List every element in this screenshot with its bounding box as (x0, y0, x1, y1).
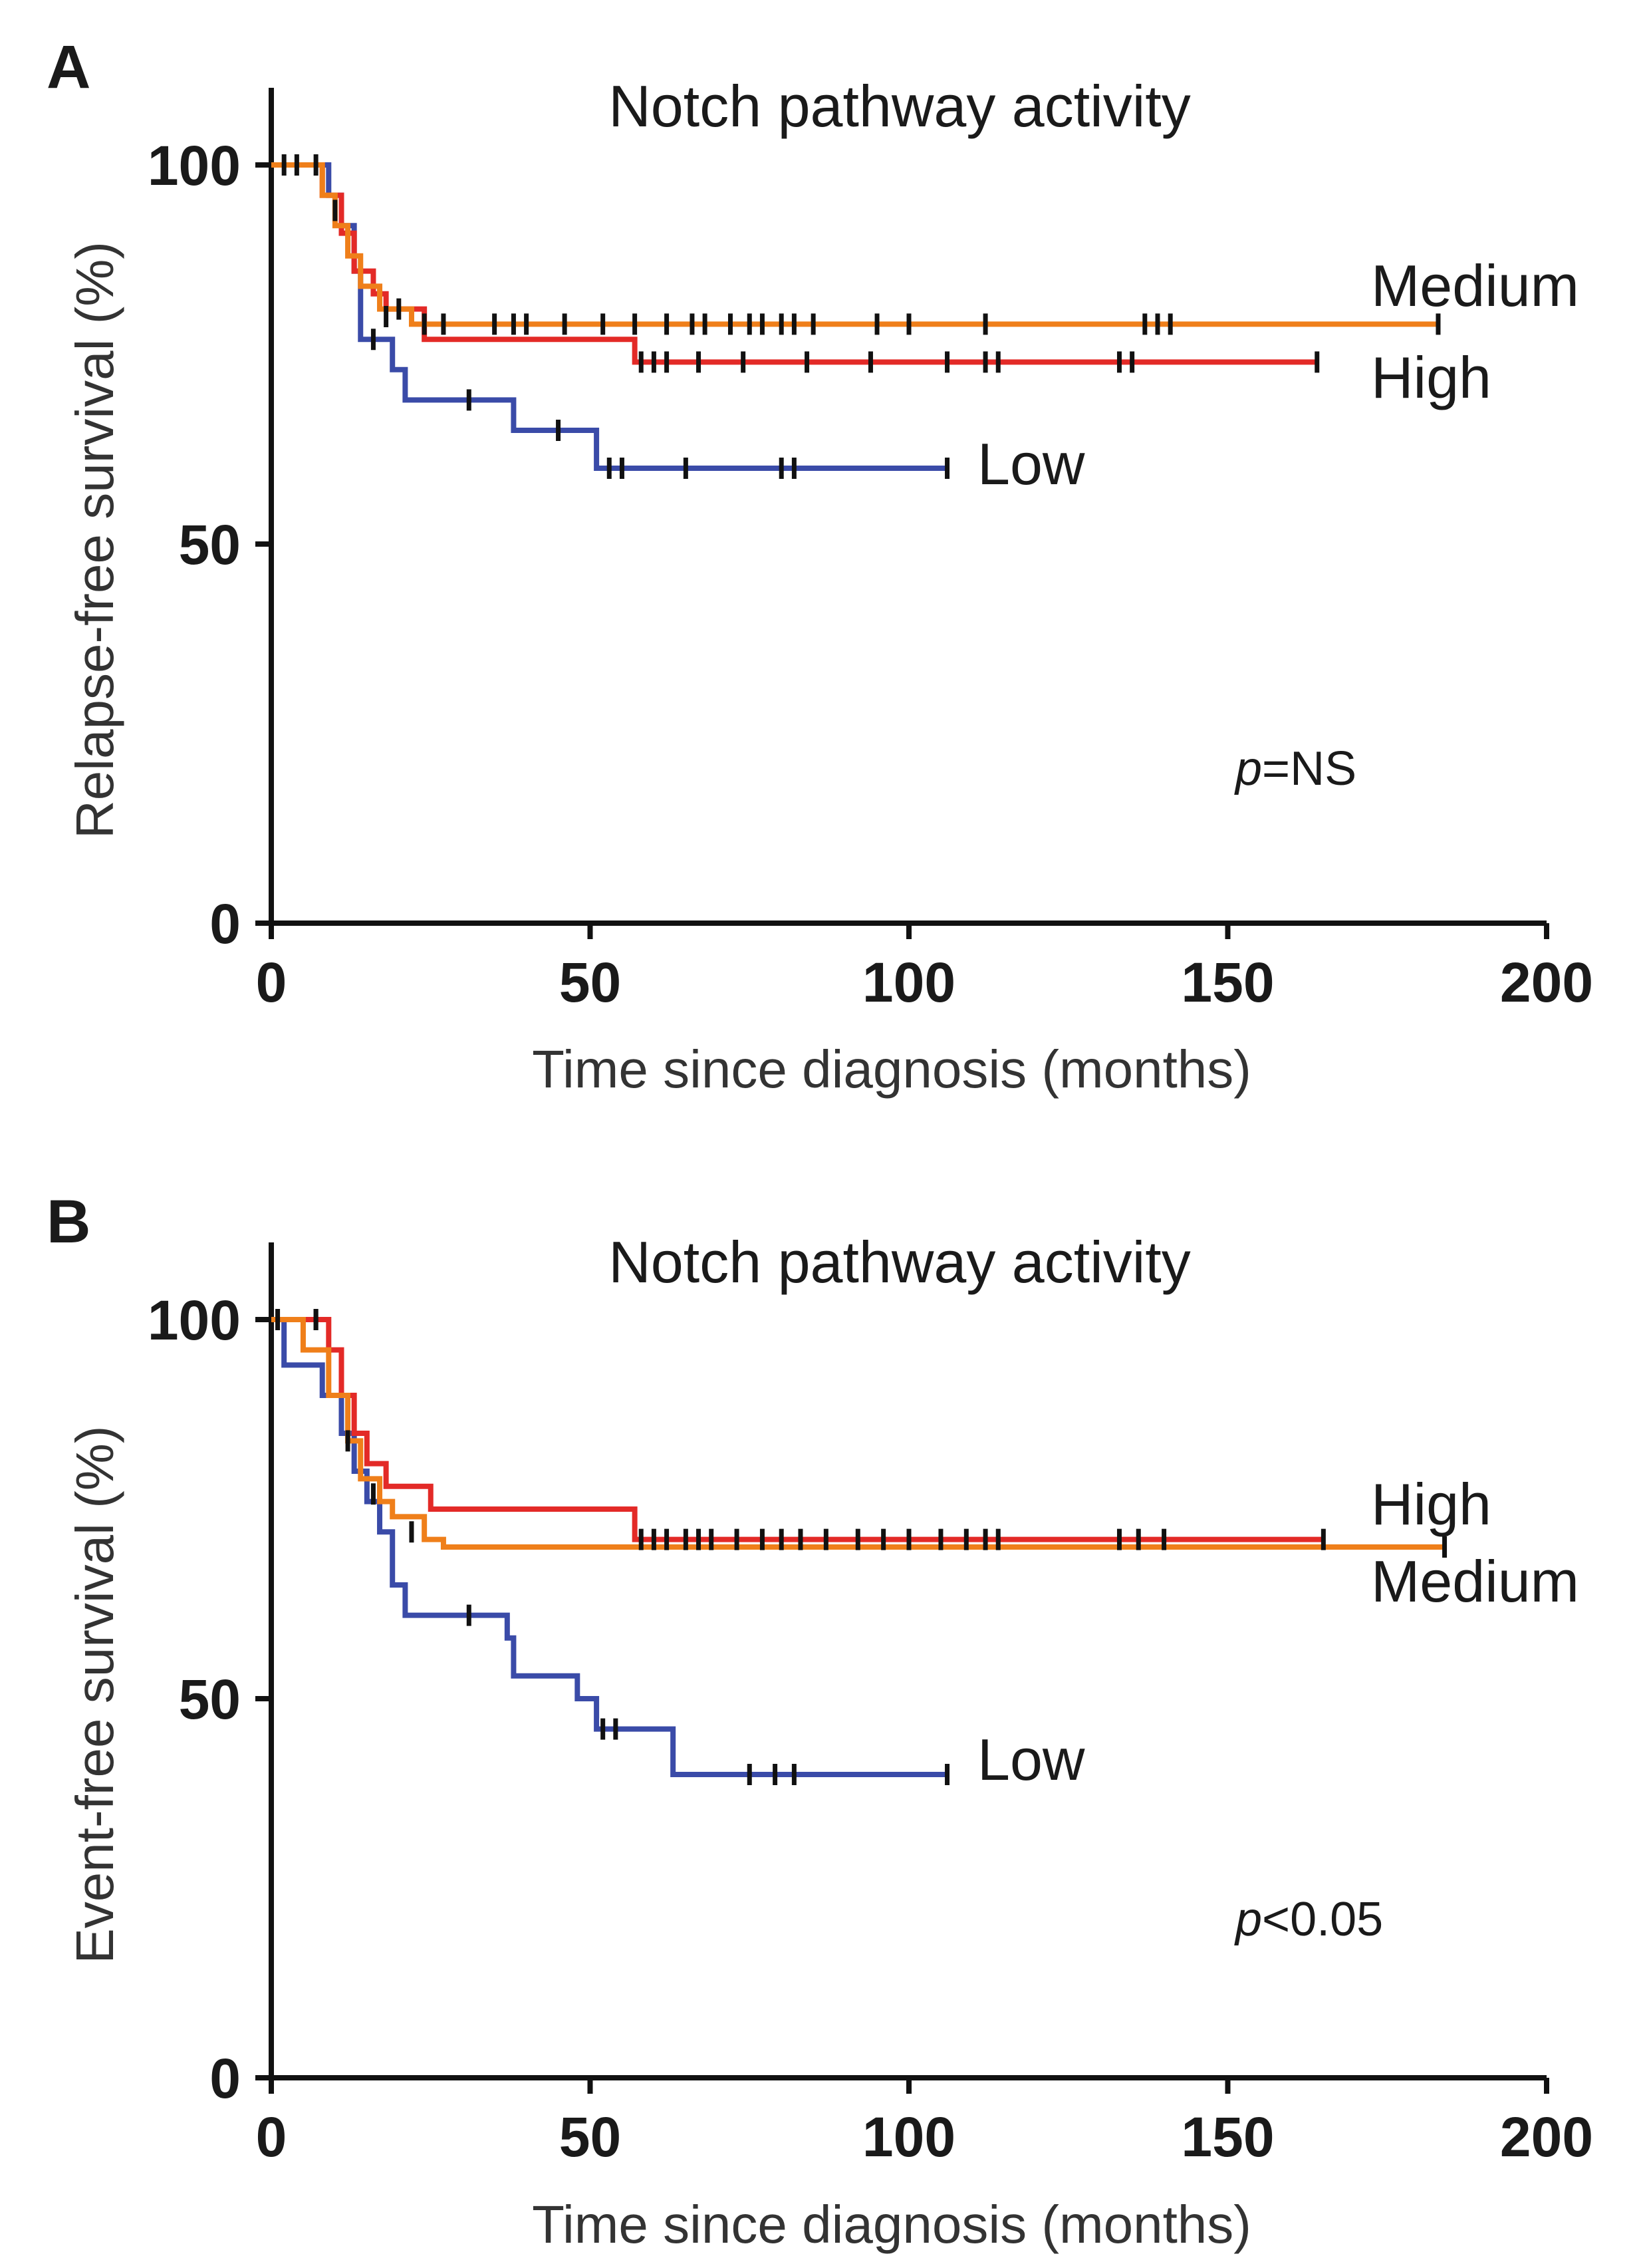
panel-b: B Notch pathway activity Event-free surv… (47, 1188, 1593, 2254)
panel-a-p-value: p=NS (1234, 742, 1356, 795)
panel-a-label-high: High (1371, 345, 1491, 410)
panel-b-x-tick-label: 200 (1500, 2106, 1593, 2168)
panel-a-title: Notch pathway activity (608, 73, 1191, 139)
panel-b-letter: B (47, 1188, 90, 1256)
panel-b-y-tick-label: 0 (209, 2047, 241, 2110)
panel-b-p-text: <0.05 (1262, 1893, 1383, 1946)
panel-b-y-tick-label: 50 (179, 1668, 241, 1731)
panel-a-p-symbol: p (1234, 742, 1262, 795)
panel-a-label-low: Low (977, 431, 1085, 497)
panel-b-p-value: p<0.05 (1234, 1893, 1383, 1946)
panel-b-x-tick-label: 0 (256, 2106, 287, 2168)
panel-a-y-tick-label: 0 (209, 893, 241, 955)
panel-a-p-text: =NS (1262, 742, 1356, 795)
panel-b-x-tick-label: 50 (559, 2106, 621, 2168)
panel-a-x-tick-label: 50 (559, 951, 621, 1014)
panel-b-plot: 0 50 100 150 200 0 50 100 (148, 1242, 1593, 2168)
panel-b-x-tick-label: 150 (1181, 2106, 1274, 2168)
panel-a-x-axis-label: Time since diagnosis (months) (532, 1040, 1251, 1099)
panel-a-letter: A (47, 33, 90, 101)
panel-b-x-axis-label: Time since diagnosis (months) (532, 2195, 1251, 2254)
panel-b-p-symbol: p (1234, 1893, 1262, 1946)
panel-b-label-medium: Medium (1371, 1548, 1579, 1614)
panel-b-label-high: High (1371, 1471, 1491, 1537)
panel-b-title: Notch pathway activity (608, 1229, 1191, 1295)
panel-a-y-tick-label: 50 (179, 513, 241, 576)
panel-b-x-tick-label: 100 (862, 2106, 955, 2168)
panel-a-plot: 0 50 100 150 200 0 50 100 (148, 88, 1593, 1014)
panel-a: A Notch pathway activity Relapse-free su… (47, 33, 1593, 1099)
panel-a-series-low (271, 162, 948, 471)
panel-b-y-tick-label: 100 (148, 1289, 241, 1351)
panel-a-x-tick-label: 100 (862, 951, 955, 1014)
panel-a-x-tick-label: 150 (1181, 951, 1274, 1014)
panel-b-label-low: Low (977, 1727, 1085, 1792)
panel-b-series-medium (271, 1317, 1445, 1550)
panel-a-label-medium: Medium (1371, 253, 1579, 319)
panel-a-x-tick-label: 200 (1500, 951, 1593, 1014)
panel-a-x-tick-label: 0 (256, 951, 287, 1014)
panel-a-series-medium (271, 162, 1438, 327)
panel-b-y-axis-label: Event-free survival (%) (65, 1425, 124, 1963)
panel-a-y-axis-label: Relapse-free survival (%) (65, 241, 124, 839)
panel-b-series-high (271, 1317, 1324, 1542)
panel-a-y-tick-label: 100 (148, 134, 241, 197)
